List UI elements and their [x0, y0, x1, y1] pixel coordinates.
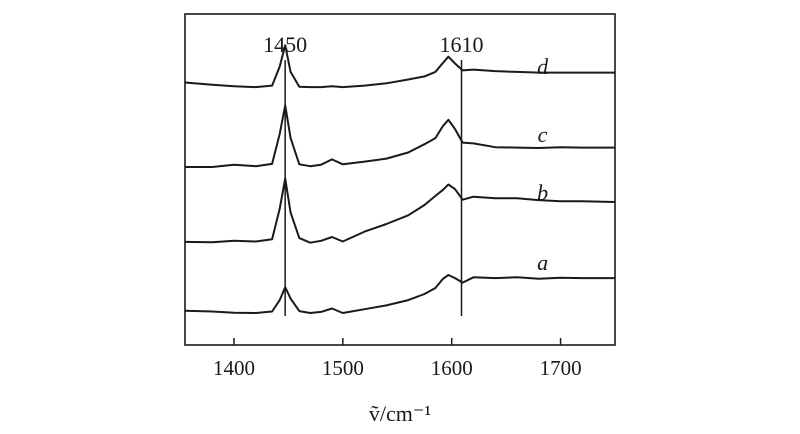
x-tick-label-1600: 1600 [431, 356, 473, 380]
x-tick-label-1400: 1400 [213, 356, 255, 380]
series-b-label: b [537, 180, 548, 205]
series-d-label: d [537, 54, 549, 79]
reference-lines: 1450 1610 [263, 32, 484, 316]
x-tick-label-1700: 1700 [540, 356, 582, 380]
spectra-series: a b c d [184, 44, 616, 314]
series-c-label: c [538, 122, 548, 147]
x-axis-label: ṽ/cm⁻¹ [369, 401, 431, 426]
reference-label-1610: 1610 [440, 32, 484, 57]
series-c-line [185, 104, 615, 168]
series-a-label: a [537, 250, 548, 275]
x-axis-ticks: 1400 1500 1600 1700 [213, 338, 582, 380]
series-b-line [184, 177, 616, 244]
series-a-line [184, 274, 615, 314]
x-tick-label-1500: 1500 [322, 356, 364, 380]
series-d-line [184, 44, 615, 89]
plot-frame [184, 13, 616, 346]
